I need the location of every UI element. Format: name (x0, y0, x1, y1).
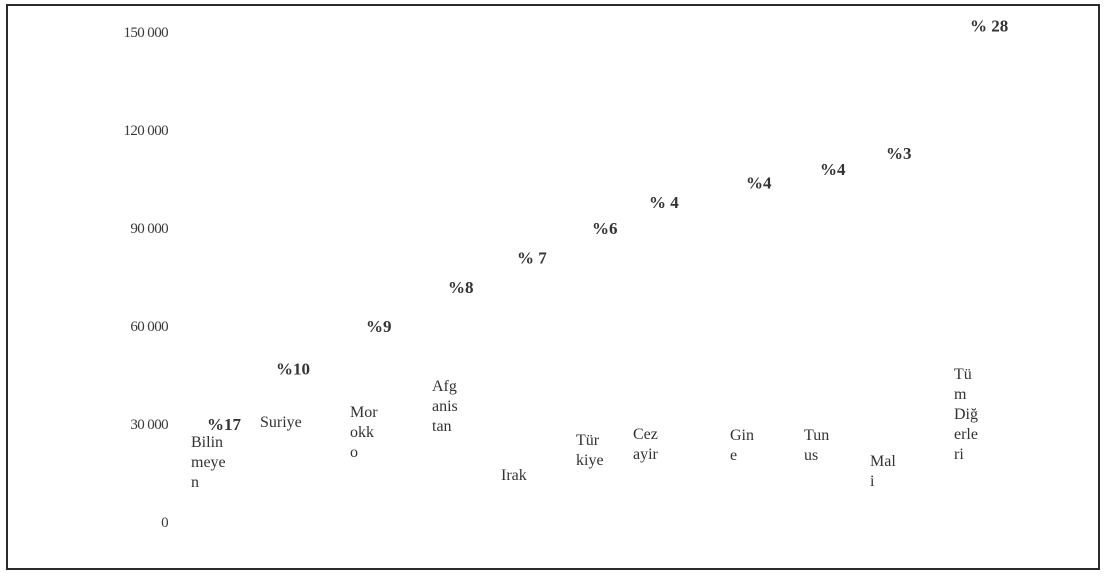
y-tick-label: 90 000 (130, 221, 168, 237)
percent-label: %4 (746, 173, 772, 192)
y-tick-label: 120 000 (123, 123, 168, 139)
data-point: %6 Tür kiye (576, 219, 618, 469)
data-point: %4 Gin e (730, 173, 772, 464)
percent-label: %17 (207, 415, 242, 434)
category-label: Afg anis tan (432, 378, 458, 435)
category-label: Tür kiye (576, 432, 604, 469)
percent-label: %4 (820, 160, 846, 179)
y-tick-label: 150 000 (123, 25, 168, 41)
category-label: Tun us (804, 427, 829, 464)
percent-label: %8 (448, 278, 474, 297)
category-label: Mor okk o (350, 404, 378, 461)
category-label: Cez ayir (633, 426, 659, 463)
data-point: % 28 Tü m Diğ erle ri (954, 16, 1008, 463)
category-label: Irak (501, 467, 527, 484)
chart-frame: 0 30 000 60 000 90 000 120 000 150 000 %17 Bil… (6, 4, 1100, 570)
category-label: Tü m Diğ erle ri (954, 366, 978, 463)
y-tick-label: 0 (161, 515, 168, 531)
percent-label: %6 (592, 219, 618, 238)
y-tick-label: 30 000 (130, 417, 168, 433)
scatter-chart: 0 30 000 60 000 90 000 120 000 150 000 %17Bil… (123, 16, 1008, 531)
category-label: Bilin meye n (191, 434, 226, 491)
y-axis: 0 30 000 60 000 90 000 120 000 150 000 (123, 25, 168, 531)
percent-label: %9 (366, 317, 392, 336)
data-point: %3 Mal i (870, 144, 912, 490)
category-label: Suriye (260, 414, 302, 431)
y-tick-label: 60 000 (130, 319, 168, 335)
percent-label: % 7 (517, 248, 547, 267)
data-point: %10 Suriye (260, 359, 310, 431)
percent-label: % 4 (649, 193, 679, 212)
category-label: Mal i (870, 453, 896, 490)
data-point: % 7 Irak (501, 248, 547, 484)
category-label: Gin e (730, 427, 754, 464)
percent-label: % 28 (970, 16, 1008, 35)
data-point: %9 Mor okk o (350, 317, 392, 461)
percent-label: %10 (276, 359, 310, 378)
percent-label: %3 (886, 144, 912, 163)
data-point: %8 Afg anis tan (432, 278, 474, 435)
data-point: %4 Tun us (804, 160, 846, 464)
data-point: % 4 Cez ayir (633, 193, 679, 463)
